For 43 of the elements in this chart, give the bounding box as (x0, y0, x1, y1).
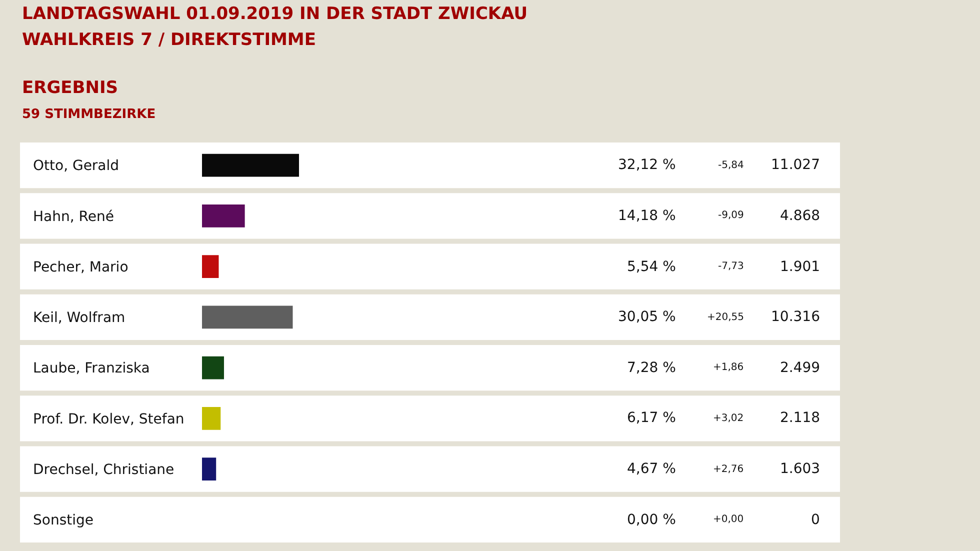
text: +0,00 (713, 514, 744, 525)
text: 11.027 (771, 157, 820, 173)
y-tick-label: Prof. Dr. Kolev, Stefan (33, 411, 184, 428)
text: +20,55 (707, 312, 744, 323)
data-label: 6,17 % (627, 410, 676, 426)
bar (202, 306, 293, 329)
bar (202, 407, 221, 430)
chart-subtitle: WAHLKREIS 7 / DIREKTSTIMME (22, 30, 316, 50)
text: -7,73 (718, 261, 744, 272)
y-tick-label: Keil, Wolfram (33, 310, 126, 326)
text: +1,86 (713, 362, 744, 373)
y-tick-label: Otto, Gerald (33, 158, 120, 174)
bar (202, 356, 224, 380)
data-label: 32,12 % (618, 157, 676, 173)
text: ERGEBNIS (22, 78, 118, 98)
bar (202, 204, 245, 228)
text: 0 (811, 512, 820, 528)
data-label: 14,18 % (618, 208, 676, 224)
data-label: 7,28 % (627, 360, 676, 376)
text: 10.316 (771, 309, 820, 325)
text: 4.868 (780, 208, 820, 224)
bar (202, 255, 219, 278)
y-tick-label: Hahn, René (33, 208, 114, 225)
bar (202, 154, 299, 177)
data-label: 4,67 % (627, 461, 676, 477)
text: -9,09 (718, 210, 744, 221)
y-tick-label: Sonstige (33, 512, 94, 529)
text: -5,84 (718, 160, 744, 171)
data-label: 30,05 % (618, 309, 676, 325)
y-tick-label: Drechsel, Christiane (33, 462, 174, 478)
y-tick-label: Pecher, Mario (33, 259, 128, 276)
bar (202, 458, 216, 480)
y-tick-label: Laube, Franziska (33, 360, 150, 377)
chart-title: LANDTAGSWAHL 01.09.2019 IN DER STADT ZWICKAU (22, 4, 528, 24)
text: 59 STIMMBEZIRKE (22, 107, 156, 122)
text: 1.603 (780, 461, 820, 477)
data-label: 0,00 % (627, 512, 676, 528)
data-label: 5,54 % (627, 259, 676, 275)
text: +3,02 (713, 413, 744, 424)
text: 2.499 (780, 360, 820, 376)
text: 2.118 (780, 410, 820, 426)
text: +2,76 (713, 464, 744, 475)
text: 1.901 (780, 259, 820, 275)
